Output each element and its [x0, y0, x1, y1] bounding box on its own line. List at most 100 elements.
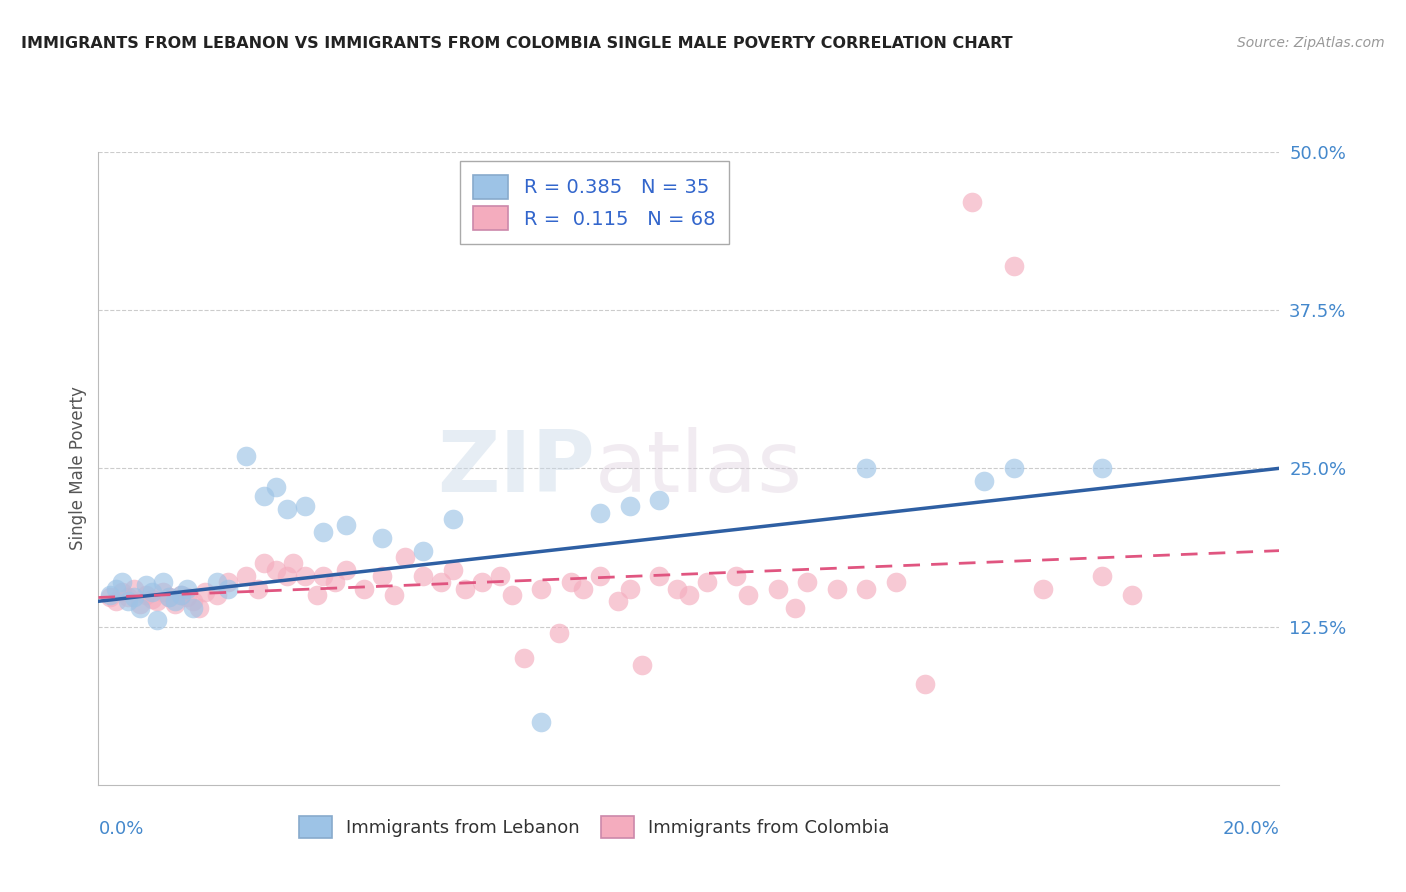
Point: [157, 591, 180, 605]
Point: [607, 594, 630, 608]
Point: [501, 588, 523, 602]
Point: [294, 500, 316, 514]
Point: [146, 594, 169, 608]
Point: [111, 575, 134, 590]
Point: [1121, 588, 1143, 602]
Point: [312, 569, 335, 583]
Point: [181, 594, 204, 608]
Point: [170, 588, 193, 602]
Point: [1032, 582, 1054, 596]
Point: [648, 492, 671, 507]
Point: [914, 676, 936, 690]
Point: [135, 588, 157, 602]
Point: [128, 600, 150, 615]
Point: [619, 582, 641, 596]
Point: [548, 626, 571, 640]
Point: [371, 531, 394, 545]
Point: [187, 600, 209, 615]
Point: [105, 582, 128, 596]
Point: [111, 585, 134, 599]
Point: [170, 588, 193, 602]
Text: ZIP: ZIP: [437, 426, 595, 510]
Text: 0.0%: 0.0%: [98, 820, 143, 838]
Point: [117, 591, 139, 605]
Point: [128, 597, 150, 611]
Point: [135, 578, 157, 592]
Point: [412, 569, 434, 583]
Point: [335, 563, 357, 577]
Point: [589, 569, 612, 583]
Point: [205, 588, 228, 602]
Point: [217, 582, 239, 596]
Point: [589, 506, 612, 520]
Point: [696, 575, 718, 590]
Point: [283, 557, 305, 571]
Point: [141, 591, 163, 606]
Point: [785, 600, 807, 615]
Point: [141, 585, 163, 599]
Point: [122, 582, 145, 596]
Point: [264, 480, 287, 494]
Point: [530, 714, 553, 729]
Point: [181, 600, 204, 615]
Point: [973, 474, 995, 488]
Point: [884, 575, 907, 590]
Point: [1091, 461, 1114, 475]
Text: Source: ZipAtlas.com: Source: ZipAtlas.com: [1237, 36, 1385, 50]
Point: [335, 518, 357, 533]
Point: [412, 543, 434, 558]
Point: [648, 569, 671, 583]
Point: [619, 500, 641, 514]
Y-axis label: Single Male Poverty: Single Male Poverty: [69, 386, 87, 550]
Point: [353, 582, 375, 596]
Point: [441, 512, 464, 526]
Text: atlas: atlas: [595, 426, 803, 510]
Point: [453, 582, 475, 596]
Point: [430, 575, 453, 590]
Point: [253, 557, 276, 571]
Point: [253, 489, 276, 503]
Point: [796, 575, 818, 590]
Point: [152, 575, 174, 590]
Point: [441, 563, 464, 577]
Point: [312, 524, 335, 539]
Point: [217, 575, 239, 590]
Point: [117, 594, 139, 608]
Point: [382, 588, 405, 602]
Point: [122, 591, 145, 605]
Point: [678, 588, 700, 602]
Point: [630, 657, 652, 672]
Point: [294, 569, 316, 583]
Point: [725, 569, 748, 583]
Point: [512, 651, 534, 665]
Point: [276, 501, 298, 516]
Point: [246, 582, 269, 596]
Point: [176, 582, 198, 596]
Point: [825, 582, 848, 596]
Point: [305, 588, 328, 602]
Point: [394, 549, 416, 564]
Point: [571, 582, 593, 596]
Point: [1002, 259, 1025, 273]
Point: [471, 575, 494, 590]
Point: [855, 461, 877, 475]
Point: [1002, 461, 1025, 475]
Point: [530, 582, 553, 596]
Legend: Immigrants from Lebanon, Immigrants from Colombia: Immigrants from Lebanon, Immigrants from…: [292, 809, 897, 846]
Point: [105, 594, 128, 608]
Point: [194, 585, 217, 599]
Point: [962, 195, 984, 210]
Point: [165, 594, 187, 608]
Point: [157, 591, 180, 605]
Point: [235, 449, 257, 463]
Point: [205, 575, 228, 590]
Point: [489, 569, 512, 583]
Point: [152, 585, 174, 599]
Point: [855, 582, 877, 596]
Point: [146, 613, 169, 627]
Point: [264, 563, 287, 577]
Point: [98, 591, 121, 605]
Point: [1091, 569, 1114, 583]
Point: [276, 569, 298, 583]
Point: [666, 582, 689, 596]
